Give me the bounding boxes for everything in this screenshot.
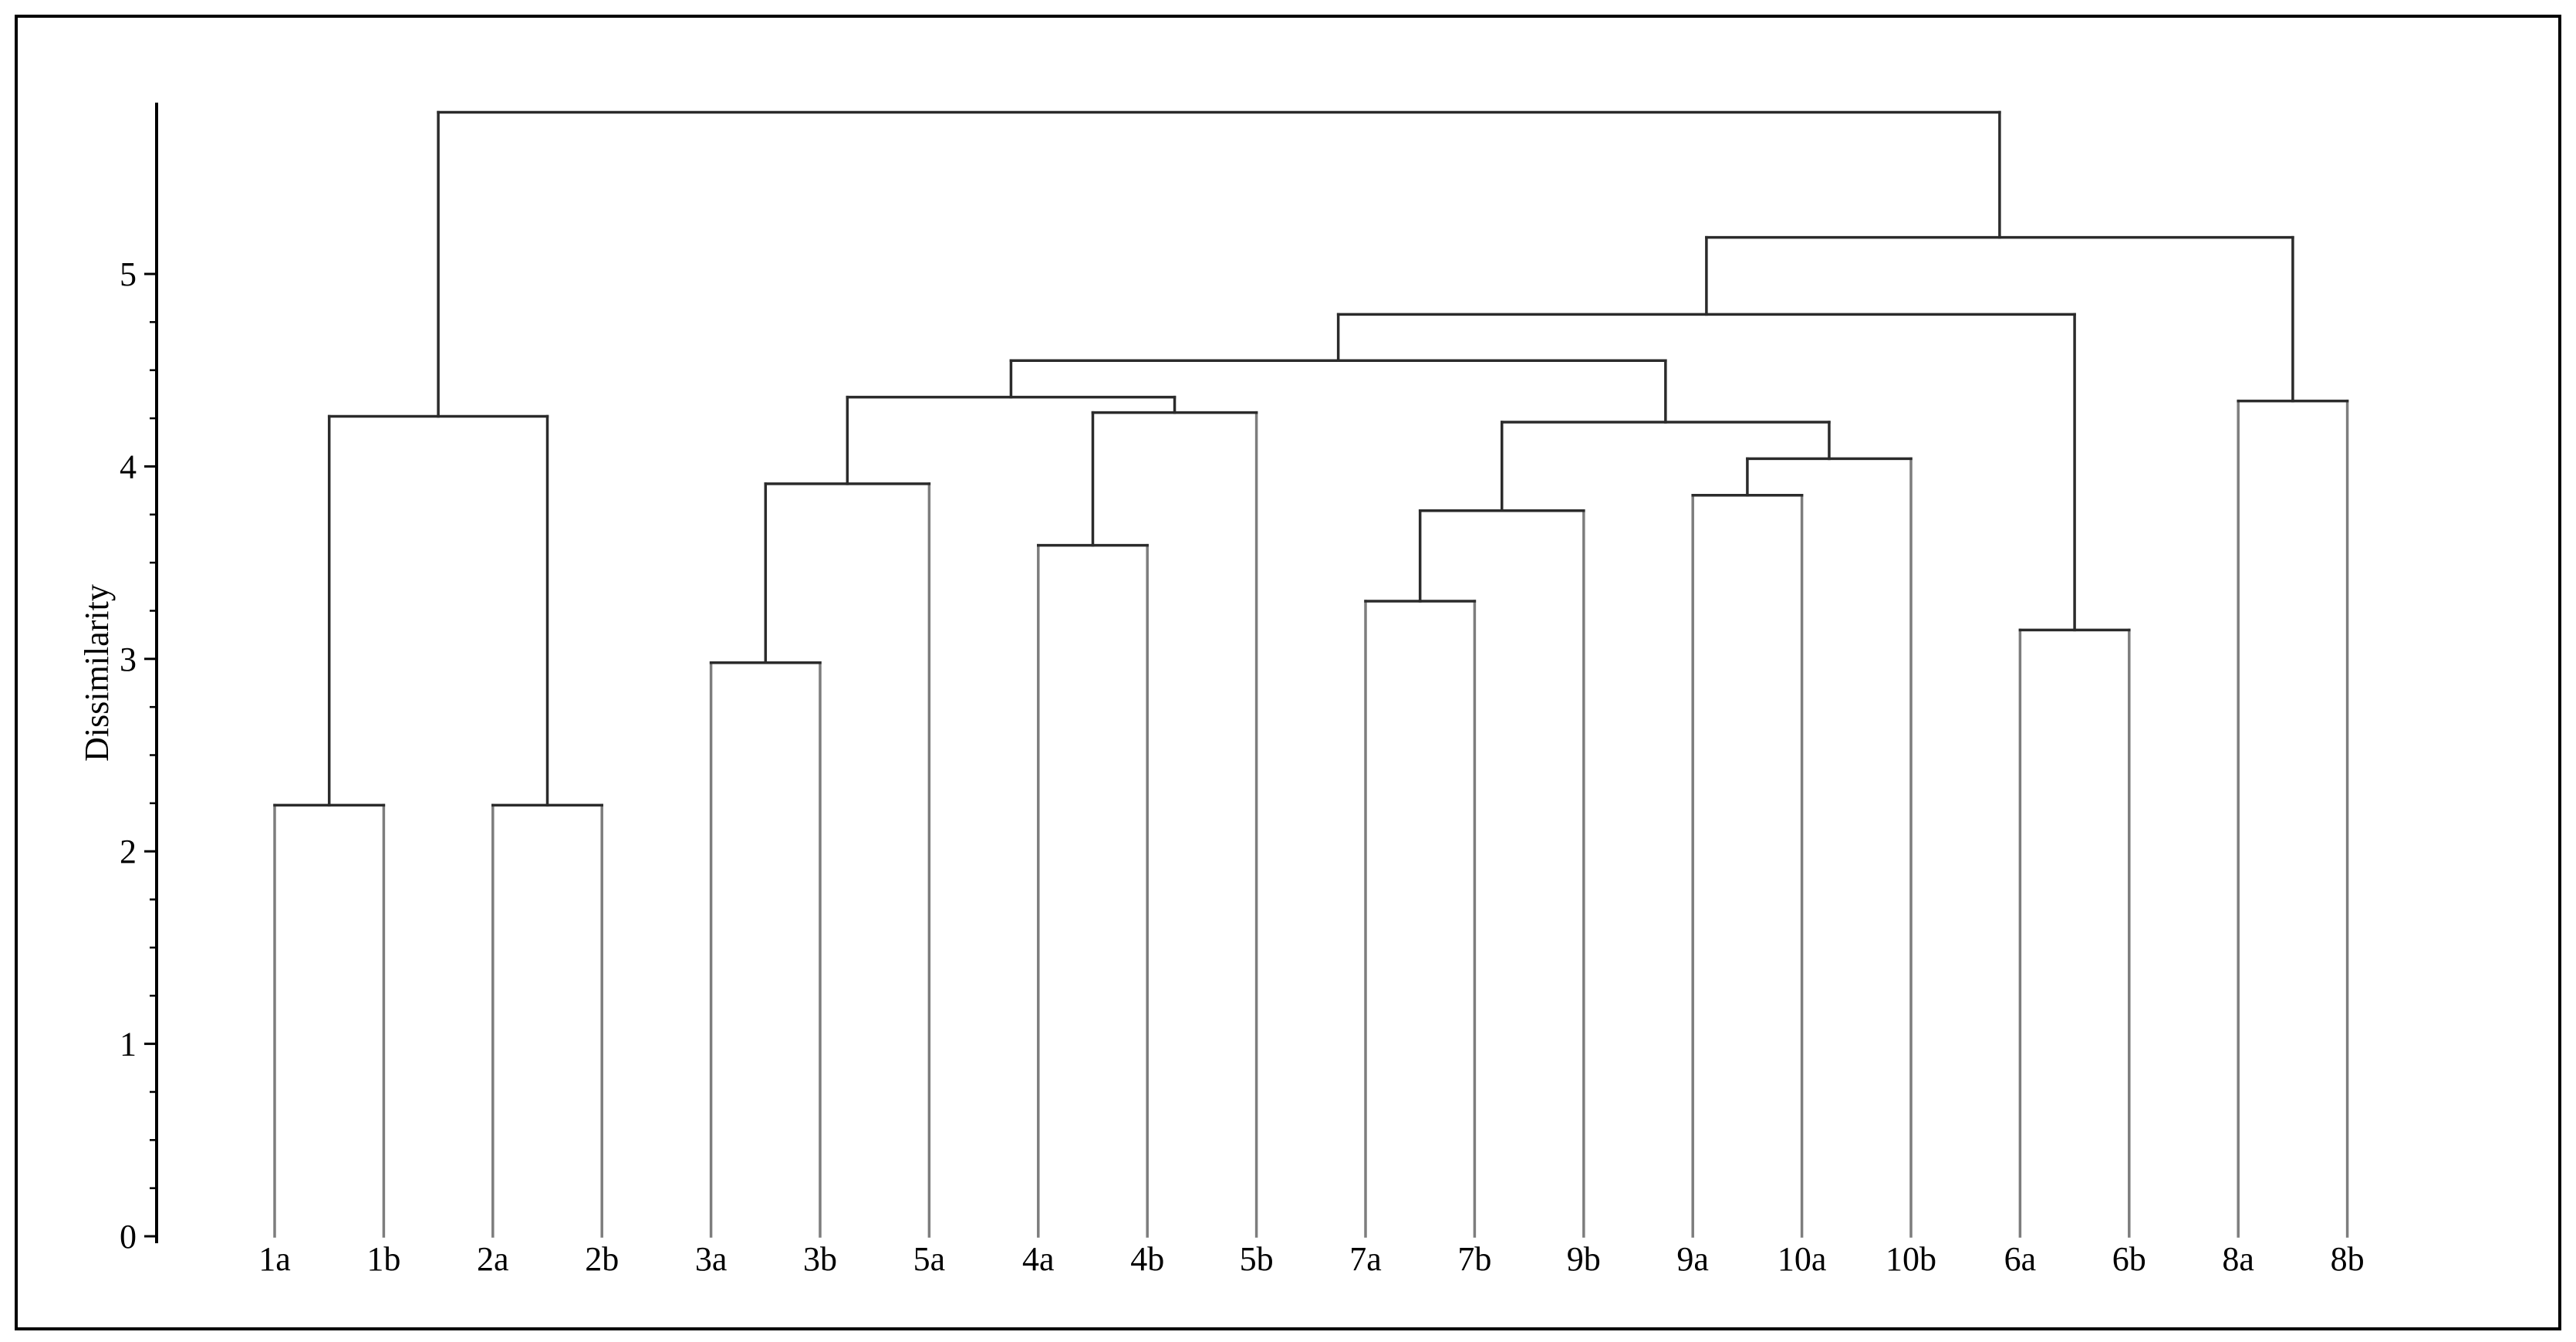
- leaf-label: 6a: [2004, 1240, 2037, 1278]
- leaf-label: 3b: [803, 1240, 837, 1278]
- leaf-label: 5a: [913, 1240, 946, 1278]
- leaf-label: 9b: [1567, 1240, 1601, 1278]
- leaf-label: 1b: [366, 1240, 400, 1278]
- y-axis-tick-label: 3: [120, 641, 137, 678]
- figure-border: [15, 15, 2561, 1330]
- leaf-label: 2a: [477, 1240, 509, 1278]
- y-axis-tick-label: 0: [120, 1218, 137, 1256]
- leaf-label: 4b: [1130, 1240, 1164, 1278]
- leaf-label: 8a: [2222, 1240, 2254, 1278]
- leaf-label: 10a: [1778, 1240, 1827, 1278]
- leaf-label: 6b: [2112, 1240, 2146, 1278]
- leaf-label: 9a: [1676, 1240, 1709, 1278]
- leaf-label: 7b: [1457, 1240, 1491, 1278]
- y-axis-tick-label: 4: [120, 448, 137, 485]
- y-axis-tick-label: 2: [120, 833, 137, 870]
- leaf-label: 3a: [695, 1240, 728, 1278]
- leaf-label: 4a: [1022, 1240, 1055, 1278]
- y-axis-tick-label: 5: [120, 255, 137, 293]
- leaf-label: 1a: [258, 1240, 291, 1278]
- leaf-label: 10b: [1886, 1240, 1936, 1278]
- leaf-label: 2b: [585, 1240, 619, 1278]
- y-axis-title: Dissimilarity: [78, 584, 116, 762]
- y-axis-tick-label: 1: [120, 1026, 137, 1063]
- leaf-label: 5b: [1240, 1240, 1274, 1278]
- leaf-label: 8b: [2331, 1240, 2365, 1278]
- leaf-label: 7a: [1349, 1240, 1382, 1278]
